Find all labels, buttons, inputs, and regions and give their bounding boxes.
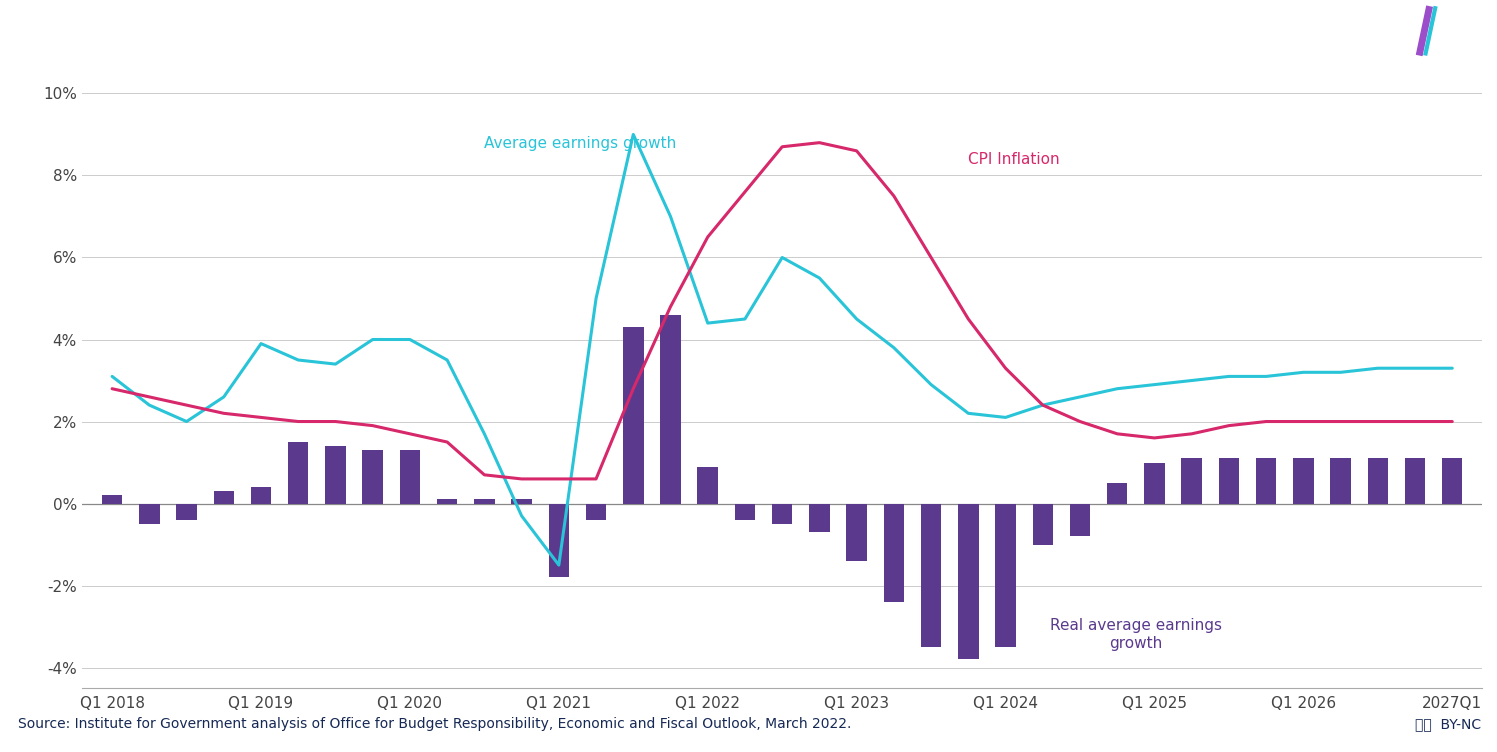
- Bar: [287, 442, 308, 504]
- Bar: [548, 504, 569, 578]
- Bar: [214, 491, 234, 504]
- Bar: [1106, 483, 1127, 504]
- Bar: [1331, 459, 1350, 504]
- Bar: [1368, 459, 1388, 504]
- Bar: [1144, 462, 1165, 504]
- Bar: [772, 504, 792, 524]
- Text: Source: Institute for Government analysis of Office for Budget Responsibility, E: Source: Institute for Government analysi…: [18, 717, 852, 731]
- Bar: [1293, 459, 1313, 504]
- Bar: [623, 327, 644, 504]
- Bar: [1219, 459, 1240, 504]
- Bar: [362, 450, 383, 504]
- Bar: [475, 499, 494, 504]
- Bar: [698, 467, 719, 504]
- Bar: [1442, 459, 1463, 504]
- Bar: [735, 504, 754, 520]
- Bar: [660, 315, 681, 504]
- Bar: [921, 504, 942, 647]
- Bar: [846, 504, 867, 561]
- Bar: [1033, 504, 1052, 544]
- Bar: [251, 487, 271, 504]
- Bar: [810, 504, 829, 532]
- Bar: [996, 504, 1016, 647]
- Bar: [102, 496, 123, 504]
- Text: Forecast nominal and real average earnings growth (%): Forecast nominal and real average earnin…: [18, 21, 632, 41]
- Bar: [177, 504, 196, 520]
- Bar: [883, 504, 904, 602]
- Text: CPI Inflation: CPI Inflation: [969, 152, 1060, 167]
- Bar: [958, 504, 979, 660]
- Bar: [1404, 459, 1425, 504]
- Bar: [1070, 504, 1090, 536]
- Bar: [512, 499, 531, 504]
- Text: Average earnings growth: Average earnings growth: [485, 136, 677, 151]
- Bar: [1256, 459, 1277, 504]
- Text: ⒸⒸ  BY-NC: ⒸⒸ BY-NC: [1415, 717, 1481, 731]
- Text: IfG: IfG: [1415, 17, 1464, 45]
- Bar: [437, 499, 458, 504]
- Bar: [585, 504, 606, 520]
- Bar: [1181, 459, 1202, 504]
- Text: Real average earnings
growth: Real average earnings growth: [1049, 618, 1222, 650]
- Bar: [325, 446, 346, 504]
- Bar: [400, 450, 421, 504]
- Bar: [139, 504, 160, 524]
